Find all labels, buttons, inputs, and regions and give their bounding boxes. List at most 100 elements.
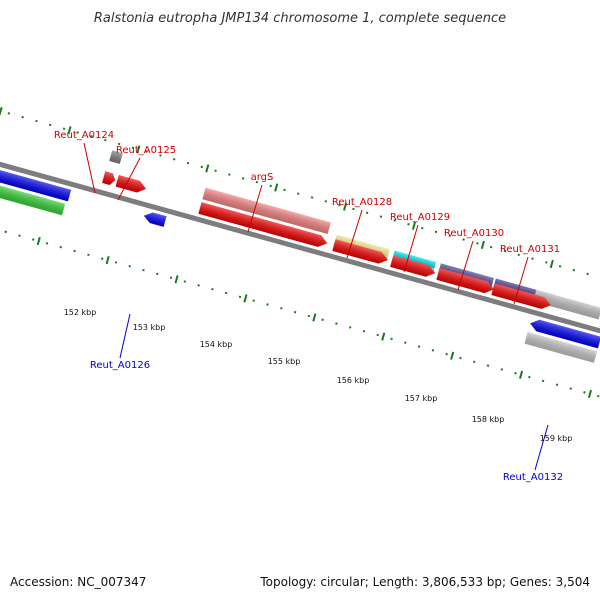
tick-dot bbox=[7, 112, 11, 115]
scale-label-152-kbp: 152 kbp bbox=[64, 308, 97, 317]
gene-label-reut-a0124-group: Reut_A0124 bbox=[54, 130, 114, 194]
tick-dot bbox=[59, 245, 63, 249]
gene-label-reut-a0125-group: Reut_A0125 bbox=[116, 145, 176, 201]
tick-dot bbox=[145, 150, 148, 153]
gene-features bbox=[0, 150, 600, 363]
leader-line bbox=[247, 184, 263, 233]
tick-dot bbox=[18, 234, 21, 237]
tick-dot bbox=[100, 257, 104, 260]
tick-dot bbox=[489, 245, 493, 249]
leader-line bbox=[457, 240, 474, 291]
tick-dot bbox=[211, 287, 214, 291]
gene-label-reut-a0129: Reut_A0129 bbox=[390, 212, 450, 223]
cds-arrow-argS bbox=[198, 202, 328, 247]
tick-dot bbox=[348, 326, 352, 329]
cds-arrow-reut-a0129 bbox=[390, 255, 436, 277]
scale-label-157-kbp: 157 kbp bbox=[405, 394, 438, 403]
gene-label-reut-a0125: Reut_A0125 bbox=[116, 145, 176, 156]
gene-label-reut-a0130-group: Reut_A0130 bbox=[444, 228, 504, 291]
leader-line bbox=[119, 313, 131, 359]
tick-dot bbox=[252, 299, 255, 302]
tick-dot bbox=[283, 188, 286, 192]
tick-dot bbox=[393, 219, 396, 222]
tick-dot bbox=[269, 184, 272, 188]
tick-dot bbox=[62, 127, 66, 130]
tick-dot bbox=[48, 123, 52, 127]
tick-mark bbox=[411, 221, 417, 230]
tick-dot bbox=[379, 215, 383, 218]
gene-label-args-group: argS bbox=[247, 172, 274, 233]
tick-dot bbox=[352, 207, 355, 211]
scale-label-158-kbp: 158 kbp bbox=[472, 415, 505, 424]
tick-dot bbox=[541, 379, 545, 383]
cds-arrow-reut-a0130 bbox=[436, 268, 494, 294]
tick-dot bbox=[280, 307, 283, 310]
tick-dot bbox=[117, 142, 121, 146]
tick-dot bbox=[45, 242, 49, 245]
cds-arrow-reut-a0124 bbox=[102, 171, 116, 185]
tick-dot bbox=[104, 138, 107, 142]
gene-label-reut-a0129-group: Reut_A0129 bbox=[390, 212, 450, 273]
gene-label-reut-a0131-group: Reut_A0131 bbox=[500, 244, 560, 305]
tick-mark bbox=[205, 164, 210, 173]
tick-dot bbox=[569, 387, 572, 390]
tick-dot bbox=[32, 238, 35, 241]
tick-mark bbox=[243, 294, 248, 303]
leader-line bbox=[403, 224, 419, 273]
tick-dot bbox=[486, 364, 490, 367]
tick-dots bbox=[0, 106, 600, 399]
tick-dot bbox=[500, 368, 504, 371]
cds-arrow-reut-a0126 bbox=[143, 212, 167, 227]
gene-box-reut-a0132 bbox=[533, 289, 600, 320]
genome-strip bbox=[0, 106, 600, 399]
tick-mark bbox=[480, 240, 485, 249]
gene-label-reut-a0132: Reut_A0132 bbox=[503, 472, 563, 483]
tick-mark bbox=[0, 106, 3, 116]
tick-dot bbox=[228, 173, 231, 176]
gene-label-reut-a0132-group: Reut_A0132 bbox=[503, 424, 563, 483]
gene-label-reut-a0131: Reut_A0131 bbox=[500, 244, 560, 255]
tick-dot bbox=[545, 261, 548, 264]
tick-dot bbox=[238, 295, 242, 299]
tick-dot bbox=[514, 372, 517, 375]
cds-arrow-reut-a0131 bbox=[491, 283, 551, 309]
gene-label-reut-a0126: Reut_A0126 bbox=[90, 360, 150, 371]
tick-dot bbox=[517, 253, 520, 257]
tick-dot bbox=[459, 356, 462, 360]
tick-dot bbox=[173, 158, 176, 161]
inner-tick-row bbox=[4, 230, 600, 399]
tick-dot bbox=[297, 192, 300, 195]
tick-dot bbox=[4, 230, 7, 234]
tick-dot bbox=[558, 265, 562, 268]
tick-mark bbox=[587, 389, 592, 399]
tick-dot bbox=[338, 203, 341, 207]
tick-dot bbox=[128, 265, 131, 268]
tick-dot bbox=[472, 360, 476, 364]
tick-dot bbox=[224, 291, 228, 295]
gene-label-args: argS bbox=[251, 172, 274, 183]
tick-mark bbox=[312, 313, 317, 322]
tick-dot bbox=[114, 261, 118, 264]
tick-dot bbox=[462, 238, 465, 241]
gene-box-args bbox=[202, 187, 331, 234]
tick-dot bbox=[186, 161, 190, 165]
tick-dot bbox=[586, 272, 589, 276]
gene-label-reut-a0128: Reut_A0128 bbox=[332, 197, 392, 208]
tick-dot bbox=[310, 196, 314, 199]
gene-box-reut-a0124 bbox=[109, 150, 123, 164]
tick-mark bbox=[105, 256, 110, 265]
cds-arrow-reut-a0128 bbox=[332, 239, 388, 264]
tick-dot bbox=[293, 310, 297, 314]
tick-dot bbox=[324, 200, 328, 203]
cds-arrow-left-1 bbox=[0, 162, 72, 202]
tick-mark bbox=[274, 183, 279, 192]
tick-dot bbox=[87, 253, 90, 257]
tick-dot bbox=[156, 272, 159, 276]
tick-dot bbox=[390, 337, 393, 341]
tick-dot bbox=[35, 119, 38, 123]
tick-dot bbox=[76, 131, 80, 134]
tick-dot bbox=[376, 333, 379, 337]
tick-dot bbox=[21, 116, 24, 119]
tick-dot bbox=[572, 268, 576, 272]
